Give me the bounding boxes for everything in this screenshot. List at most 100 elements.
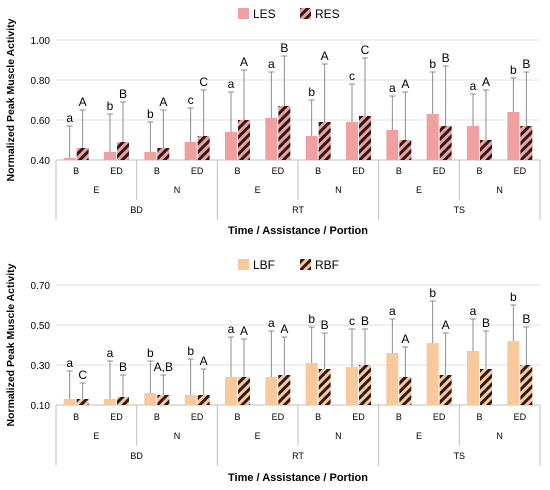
assistance-label: N xyxy=(335,185,342,195)
bar-lbf xyxy=(346,367,358,405)
y-tick-label: 0.30 xyxy=(31,361,51,372)
time-label: TS xyxy=(454,205,466,215)
legend: LBF RBF xyxy=(238,258,339,272)
y-tick-label: 0.70 xyxy=(31,281,51,292)
bar-rbf xyxy=(157,395,170,405)
bar-rbf xyxy=(278,375,291,405)
significance-letter: B xyxy=(522,57,530,71)
significance-letter: a xyxy=(268,316,275,330)
significance-letter: a xyxy=(470,79,477,93)
time-label: BD xyxy=(130,205,143,215)
legend-label-1: RES xyxy=(315,7,340,21)
legend-swatch-0 xyxy=(238,259,249,270)
legend-label-0: LBF xyxy=(253,258,275,272)
assistance-label: E xyxy=(416,185,422,195)
x-tick-label: B xyxy=(73,412,79,422)
significance-letter: B xyxy=(522,312,530,326)
bar-res xyxy=(76,148,89,160)
significance-letter: c xyxy=(349,69,355,83)
x-axis-title: Time / Assistance / Portion xyxy=(228,472,368,484)
y-axis-title: Normalized Peak Muscle Activity xyxy=(5,263,17,426)
x-tick-label: B xyxy=(476,412,482,422)
bar-res xyxy=(278,106,291,160)
significance-letter: a xyxy=(389,304,396,318)
bar-res xyxy=(480,140,492,160)
x-tick-label: ED xyxy=(352,412,365,422)
significance-letter: B xyxy=(119,360,127,374)
time-label: RT xyxy=(292,205,304,215)
legend-swatch-0 xyxy=(238,8,249,19)
bar-res xyxy=(117,142,129,160)
x-tick-label: ED xyxy=(272,412,285,422)
significance-letter: b xyxy=(510,63,517,77)
significance-letter: A xyxy=(240,324,248,338)
x-tick-label: ED xyxy=(110,166,123,176)
y-tick-label: 1.00 xyxy=(31,36,51,47)
bar-les xyxy=(426,114,439,160)
bar-les xyxy=(184,142,197,160)
bar-lbf xyxy=(265,377,278,405)
significance-letter: a xyxy=(228,322,235,336)
x-tick-label: B xyxy=(234,166,240,176)
significance-letter: b xyxy=(429,57,436,71)
assistance-label: N xyxy=(174,185,181,195)
assistance-label: E xyxy=(93,185,99,195)
bar-lbf xyxy=(386,353,399,405)
bar-rbf xyxy=(480,369,492,405)
significance-letter: C xyxy=(199,75,208,89)
bar-lbf xyxy=(305,363,318,405)
assistance-label: N xyxy=(174,431,181,441)
bar-rbf xyxy=(399,377,412,405)
legend-label-0: LES xyxy=(253,7,276,21)
significance-letter: A xyxy=(79,95,87,109)
significance-letter: b xyxy=(147,346,154,360)
significance-letter: A xyxy=(240,55,248,69)
x-tick-label: B xyxy=(396,412,402,422)
legend-swatch-1 xyxy=(300,8,311,19)
x-tick-label: ED xyxy=(191,412,204,422)
y-axis-title: Normalized Peak Muscle Activity xyxy=(5,18,17,181)
significance-letter: b xyxy=(107,99,114,113)
x-tick-label: ED xyxy=(514,412,527,422)
bar-res xyxy=(439,126,452,160)
bar-lbf xyxy=(426,343,439,405)
significance-letter: a xyxy=(228,77,235,91)
bar-rbf xyxy=(238,377,250,405)
significance-letter: a xyxy=(268,57,275,71)
x-tick-label: ED xyxy=(433,166,446,176)
time-label: BD xyxy=(130,451,143,461)
significance-letter: B xyxy=(280,41,288,55)
bar-les xyxy=(507,112,520,160)
x-tick-label: B xyxy=(396,166,402,176)
bar-res xyxy=(520,126,533,160)
x-tick-label: B xyxy=(315,166,321,176)
bar-les xyxy=(63,158,76,160)
legend-swatch-1 xyxy=(300,259,311,270)
x-tick-label: ED xyxy=(433,412,446,422)
significance-letter: C xyxy=(361,43,370,57)
bar-rbf xyxy=(76,399,89,405)
x-tick-label: ED xyxy=(110,412,123,422)
assistance-label: N xyxy=(496,185,503,195)
significance-letter: c xyxy=(349,314,355,328)
significance-letter: A xyxy=(401,332,409,346)
significance-letter: b xyxy=(308,312,315,326)
chart-erector-spinae: LES RES 0.40 0.60 0.80 1.00 Normalized Peak Mu… xyxy=(5,7,541,237)
assistance-label: E xyxy=(93,431,99,441)
significance-letter: A xyxy=(442,318,450,332)
x-tick-label: B xyxy=(73,166,79,176)
bar-rbf xyxy=(520,365,533,405)
significance-letter: b xyxy=(510,290,517,304)
significance-letter: b xyxy=(429,286,436,300)
x-tick-label: ED xyxy=(514,166,527,176)
legend: LES RES xyxy=(238,7,340,21)
significance-letter: b xyxy=(147,107,154,121)
bar-rbf xyxy=(318,369,331,405)
significance-letter: a xyxy=(66,356,73,370)
significance-letter: a xyxy=(66,111,73,125)
bar-rbf xyxy=(117,397,129,405)
assistance-label: E xyxy=(255,185,261,195)
significance-letter: c xyxy=(188,93,194,107)
bar-res xyxy=(197,136,210,160)
significance-letter: B xyxy=(442,51,450,65)
